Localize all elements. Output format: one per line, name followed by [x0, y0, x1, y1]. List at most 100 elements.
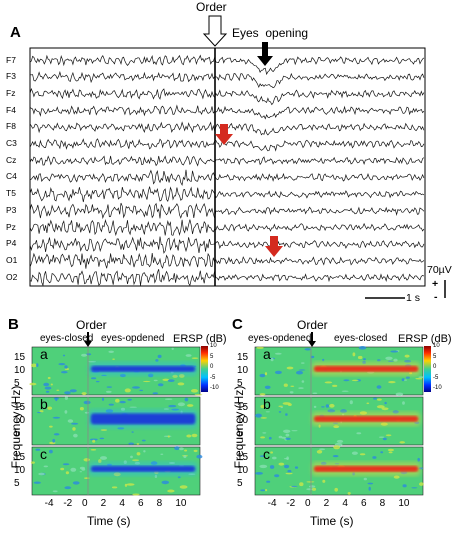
eeg-trace-P4 [29, 236, 425, 254]
colorbar-tick-b: -5 [210, 374, 216, 381]
sublabel-b-a: a [40, 346, 48, 362]
ersp-speckle [270, 357, 274, 362]
red-marker-icon [265, 236, 283, 257]
y-tick-c: 5 [237, 478, 243, 490]
x-tick-b: 4 [119, 498, 125, 509]
ersp-speckle [318, 448, 326, 451]
ersp-speckle [95, 380, 100, 383]
ersp-speckle [402, 484, 407, 488]
ersp-speckle [256, 346, 264, 349]
ersp-speckle [111, 486, 118, 489]
ersp-speckle [359, 453, 366, 456]
ersp-speckle [333, 445, 341, 450]
ersp-speckle [324, 381, 333, 384]
ersp-speckle [260, 436, 265, 439]
ersp-speckle [126, 483, 135, 486]
x-tick-b: 0 [82, 498, 88, 509]
ersp-speckle [343, 379, 350, 382]
ersp-speckle [162, 378, 170, 381]
ersp-speckle [45, 390, 50, 393]
ersp-speckle [132, 459, 140, 462]
channel-label-F8: F8 [6, 121, 16, 132]
eeg-trace-F3 [29, 70, 425, 89]
ersp-speckle [404, 354, 410, 358]
ersp-speckle [101, 397, 105, 401]
eeg-trace-F7 [29, 54, 425, 76]
ersp-speckle [142, 380, 151, 383]
y-tick-b: 5 [14, 478, 20, 490]
colorbar-tick-b: 10 [210, 343, 217, 349]
ersp-speckle [402, 401, 405, 405]
ersp-speckle [322, 358, 325, 362]
ersp-speckle [349, 400, 353, 405]
ersp-speckle [83, 458, 90, 462]
ersp-speckle [73, 433, 78, 438]
ersp-speckle [395, 392, 404, 396]
eeg-trace-Fz [29, 87, 425, 106]
ersp-speckle [264, 385, 271, 389]
ersp-speckle [105, 390, 112, 393]
ersp-speckle [61, 371, 68, 374]
ersp-speckle [47, 376, 51, 380]
sublabel-b-b: b [40, 396, 48, 412]
scale-minus: - [434, 291, 438, 303]
eeg-trace-O1 [29, 252, 425, 269]
ersp-speckle [379, 436, 385, 438]
ersp-alpha-band [313, 465, 419, 472]
ersp-speckle [259, 393, 266, 396]
x-tick-b: 6 [138, 498, 144, 509]
ersp-speckle [37, 411, 42, 414]
ersp-speckle [100, 429, 108, 431]
colorbar-tick-c: -10 [433, 385, 442, 391]
y-tick-c: 15 [237, 451, 249, 463]
ersp-speckle [298, 369, 306, 371]
ersp-speckle [376, 385, 382, 389]
ersp-speckle [100, 456, 107, 460]
colorbar-tick-b: -10 [210, 385, 219, 391]
y-tick-c: 10 [237, 365, 249, 376]
ersp-speckle [69, 389, 77, 393]
ersp-speckle [336, 439, 344, 443]
ersp-speckle [157, 354, 162, 359]
y-tick-c: 15 [237, 351, 249, 363]
ersp-speckle [266, 480, 271, 483]
ersp-speckle [388, 451, 393, 454]
ersp-speckle [301, 380, 305, 383]
ersp-speckle [264, 372, 268, 376]
left-state-c: eyes-opdened [248, 333, 312, 344]
ersp-speckle [376, 405, 385, 409]
ersp-speckle [52, 490, 58, 493]
ersp-alpha-band [90, 413, 196, 425]
x-tick-c: 10 [398, 498, 410, 509]
ersp-speckle [71, 422, 79, 425]
eeg-trace-C3 [29, 138, 425, 152]
ersp-speckle [167, 489, 175, 493]
right-state-c: eyes-closed [334, 333, 388, 344]
ersp-speckle [72, 427, 76, 431]
ersp-speckle [367, 482, 374, 485]
ersp-speckle [278, 405, 284, 407]
ersp-speckle [388, 360, 394, 362]
channel-label-Pz: Pz [6, 221, 16, 232]
ersp-speckle [385, 356, 393, 360]
ersp-speckle [58, 363, 66, 366]
ersp-speckle [363, 477, 367, 481]
ersp-alpha-band [313, 365, 419, 372]
y-axis-label-c: Frequency (Hz) [232, 385, 246, 469]
ersp-speckle [106, 386, 113, 388]
ersp-speckle [351, 379, 359, 382]
left-state-b: eyes-closed [40, 333, 94, 344]
ersp-speckle [419, 482, 424, 486]
ersp-speckle [259, 373, 266, 378]
ersp-speckle [260, 404, 266, 409]
ersp-speckle [285, 437, 291, 440]
ersp-speckle [84, 477, 90, 479]
ersp-speckle [187, 404, 194, 407]
ersp-speckle [332, 455, 339, 458]
ersp-speckle [325, 404, 330, 408]
ersp-speckle [132, 386, 140, 389]
eeg-trace-plot [29, 15, 446, 299]
ersp-speckle [332, 384, 338, 387]
x-tick-b: -4 [44, 498, 54, 509]
ersp-speckle [53, 433, 60, 436]
